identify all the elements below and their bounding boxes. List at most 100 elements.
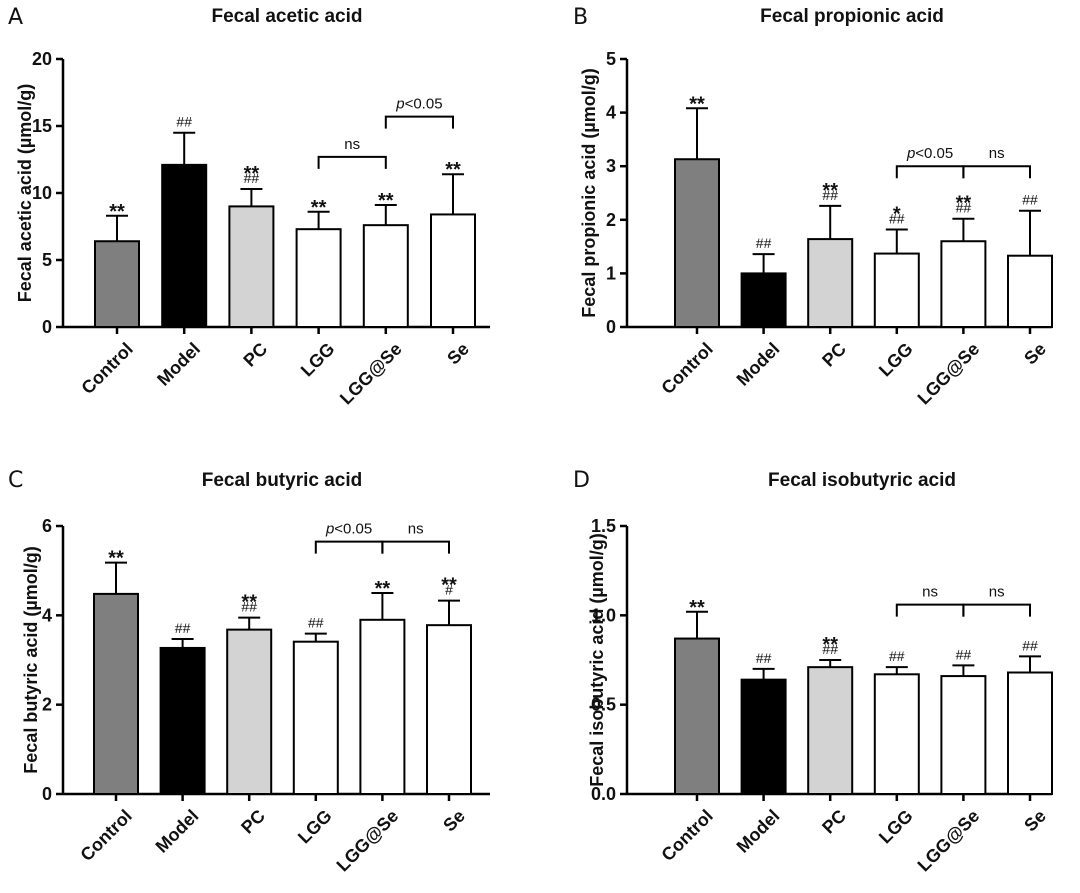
x-tick-label: LGG@Se [336, 339, 406, 409]
y-axis-label: Fecal butyric acid (µmol/g) [21, 546, 41, 773]
bar [94, 240, 140, 329]
bar [161, 163, 208, 328]
panel-letter: D [573, 468, 590, 493]
bar [807, 238, 854, 328]
x-tick-label: Se [1020, 339, 1050, 369]
x-tick-label: Model [733, 339, 784, 390]
x-tick-label: Se [439, 806, 469, 836]
y-tick-label: 4 [606, 103, 616, 123]
significance-hash: ## [889, 648, 905, 664]
significance-stars: * [893, 203, 901, 225]
x-tick-label: Se [443, 339, 473, 369]
significance-hash: # [445, 582, 453, 598]
chart-title: Fecal acetic acid [211, 6, 362, 27]
significance-hash: ## [956, 200, 972, 216]
bar [295, 228, 342, 328]
panel-A: A Fecal acetic acid Fecal acetic acid (µmo… [8, 5, 490, 408]
significance-stars: ** [822, 180, 838, 202]
significance-stars: ** [311, 197, 327, 219]
y-axis-label: Fecal isobutyric acid (µmol/g) [587, 533, 607, 786]
bar [873, 673, 920, 795]
bar [873, 252, 920, 328]
significance-stars: ** [108, 548, 124, 570]
comparison-label: p<0.05 [325, 521, 372, 538]
significance-stars: ** [689, 93, 705, 115]
significance-hash: ## [956, 646, 972, 662]
bar [362, 224, 409, 328]
significance-hash: ## [176, 114, 192, 130]
significance-hash: ## [1022, 637, 1038, 653]
significance-stars: ** [956, 193, 972, 215]
comparison-label: ns [344, 136, 360, 153]
y-tick-label: 1.5 [591, 516, 616, 536]
x-tick-label: Control [657, 339, 716, 398]
x-tick-label: LGG [294, 806, 336, 848]
significance-hash: ## [308, 615, 324, 631]
y-tick-label: 5 [606, 49, 616, 69]
y-tick-label: 5 [42, 250, 52, 270]
comparison-label: p<0.05 [906, 145, 953, 162]
comparison-bracket [384, 115, 454, 129]
bar [359, 618, 406, 795]
bar [426, 624, 472, 795]
x-tick-label: PC [818, 806, 850, 838]
significance-hash: ## [822, 641, 838, 657]
y-tick-label: 6 [42, 516, 52, 536]
significance-stars: ** [241, 592, 257, 614]
x-tick-label: PC [237, 806, 269, 838]
panel-B: B Fecal propionic acid Fecal propionic aci… [573, 5, 1053, 409]
comparison-label: ns [408, 521, 424, 538]
chart-title: Fecal propionic acid [760, 6, 944, 27]
bar [940, 675, 987, 796]
y-tick-label: 1.0 [591, 605, 616, 625]
significance-stars: ** [244, 163, 260, 185]
significance-hash: ## [756, 235, 772, 251]
comparison-bracket [314, 540, 384, 554]
x-tick-label: PC [818, 339, 850, 371]
significance-stars: ** [378, 190, 394, 212]
significance-stars: ** [109, 201, 125, 223]
panel-letter: C [8, 468, 23, 493]
y-tick-label: 0.5 [591, 695, 616, 715]
comparison-label: ns [989, 145, 1005, 162]
bar [940, 240, 987, 329]
panel-letter: A [8, 5, 23, 30]
y-tick-label: 0 [606, 317, 616, 337]
y-tick-label: 10 [32, 183, 52, 203]
comparison-bracket [962, 603, 1031, 617]
x-tick-label: LGG@Se [914, 806, 984, 876]
x-tick-label: Control [657, 806, 716, 865]
y-tick-label: 2 [606, 210, 616, 230]
y-tick-label: 2 [42, 695, 52, 715]
y-tick-label: 4 [42, 605, 52, 625]
significance-stars: ** [375, 578, 391, 600]
bar [159, 646, 206, 795]
significance-hash: ## [1022, 192, 1038, 208]
bar [740, 272, 787, 328]
y-tick-label: 15 [32, 116, 52, 136]
y-tick-label: 0 [42, 317, 52, 337]
bar [292, 640, 339, 795]
bar [674, 637, 720, 795]
comparison-label: ns [989, 584, 1005, 601]
y-tick-label: 0.0 [591, 784, 616, 804]
bar [807, 666, 854, 795]
significance-stars: ** [822, 634, 838, 656]
x-tick-label: LGG@Se [914, 339, 984, 409]
bar [226, 628, 273, 795]
comparison-bracket [895, 603, 965, 617]
bar [1007, 254, 1053, 329]
significance-hash: ## [889, 210, 905, 226]
comparison-label: ns [922, 584, 938, 601]
comparison-bracket [895, 165, 965, 179]
x-tick-label: LGG@Se [333, 806, 403, 876]
y-tick-label: 1 [606, 263, 616, 283]
y-tick-label: 20 [32, 49, 52, 69]
comparison-bracket [381, 540, 450, 554]
bar [1007, 671, 1053, 795]
chart-title: Fecal isobutyric acid [768, 470, 956, 491]
y-tick-label: 3 [606, 156, 616, 176]
x-tick-label: Model [153, 339, 204, 390]
x-tick-label: LGG [297, 339, 339, 381]
